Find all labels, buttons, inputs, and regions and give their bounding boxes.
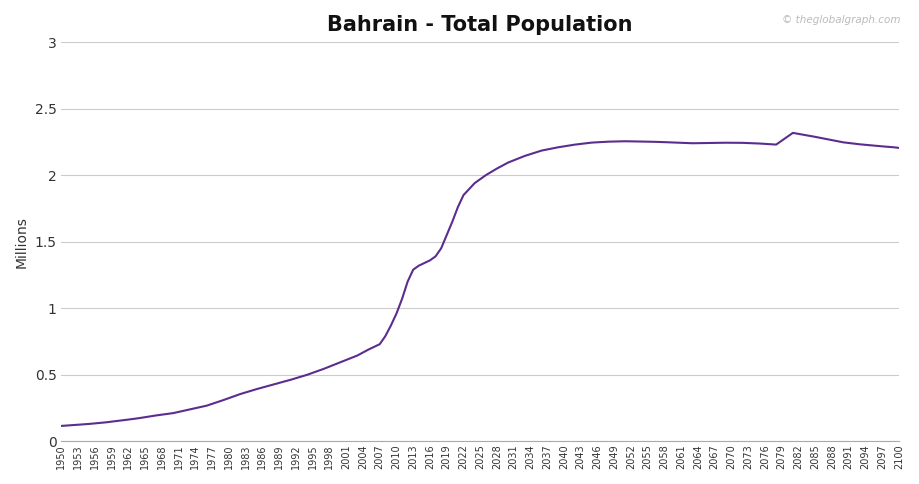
Text: © theglobalgraph.com: © theglobalgraph.com [782, 15, 901, 25]
Title: Bahrain - Total Population: Bahrain - Total Population [327, 15, 633, 35]
Y-axis label: Millions: Millions [15, 216, 29, 268]
